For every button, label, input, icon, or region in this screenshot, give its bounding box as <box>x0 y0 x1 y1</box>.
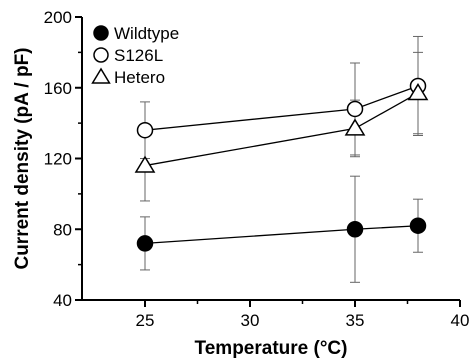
x-axis-title: Temperature (°C) <box>195 338 348 359</box>
y-tick-label: 200 <box>44 8 72 27</box>
legend-label-wildtype: Wildtype <box>114 24 179 43</box>
y-tick-label: 40 <box>53 291 72 310</box>
x-tick-label: 35 <box>346 311 365 330</box>
data-point-hetero <box>407 82 429 101</box>
legend-marker-wildtype <box>93 25 109 41</box>
y-axis-title: Current density (pA / pF) <box>12 47 33 269</box>
series-line-hetero <box>144 92 419 167</box>
data-point-hetero <box>134 155 156 173</box>
x-tick-label: 30 <box>241 311 260 330</box>
data-point-s126l <box>136 121 154 139</box>
x-tick-label: 40 <box>451 311 470 330</box>
legend-label-s126l: S126L <box>114 46 163 65</box>
axes: 40 80 120 160 200 25 30 35 40 <box>44 8 470 330</box>
data-point-wildtype <box>346 221 364 238</box>
data-point-wildtype <box>136 235 154 252</box>
legend: Wildtype S126L Hetero <box>91 24 179 87</box>
y-tick-label: 160 <box>44 79 72 98</box>
y-tick-label: 80 <box>53 220 72 239</box>
y-tick-label: 120 <box>44 150 72 169</box>
series-line-wildtype <box>144 225 419 245</box>
data-point-s126l <box>346 100 364 118</box>
legend-label-hetero: Hetero <box>114 68 165 87</box>
x-tick-label: 25 <box>136 311 155 330</box>
data-markers <box>134 77 429 252</box>
series-line-s126l <box>144 85 419 131</box>
data-point-hetero <box>344 118 366 136</box>
legend-marker-hetero <box>91 67 111 84</box>
data-point-wildtype <box>409 217 427 234</box>
legend-marker-s126l <box>93 47 109 63</box>
series-lines <box>144 85 419 245</box>
